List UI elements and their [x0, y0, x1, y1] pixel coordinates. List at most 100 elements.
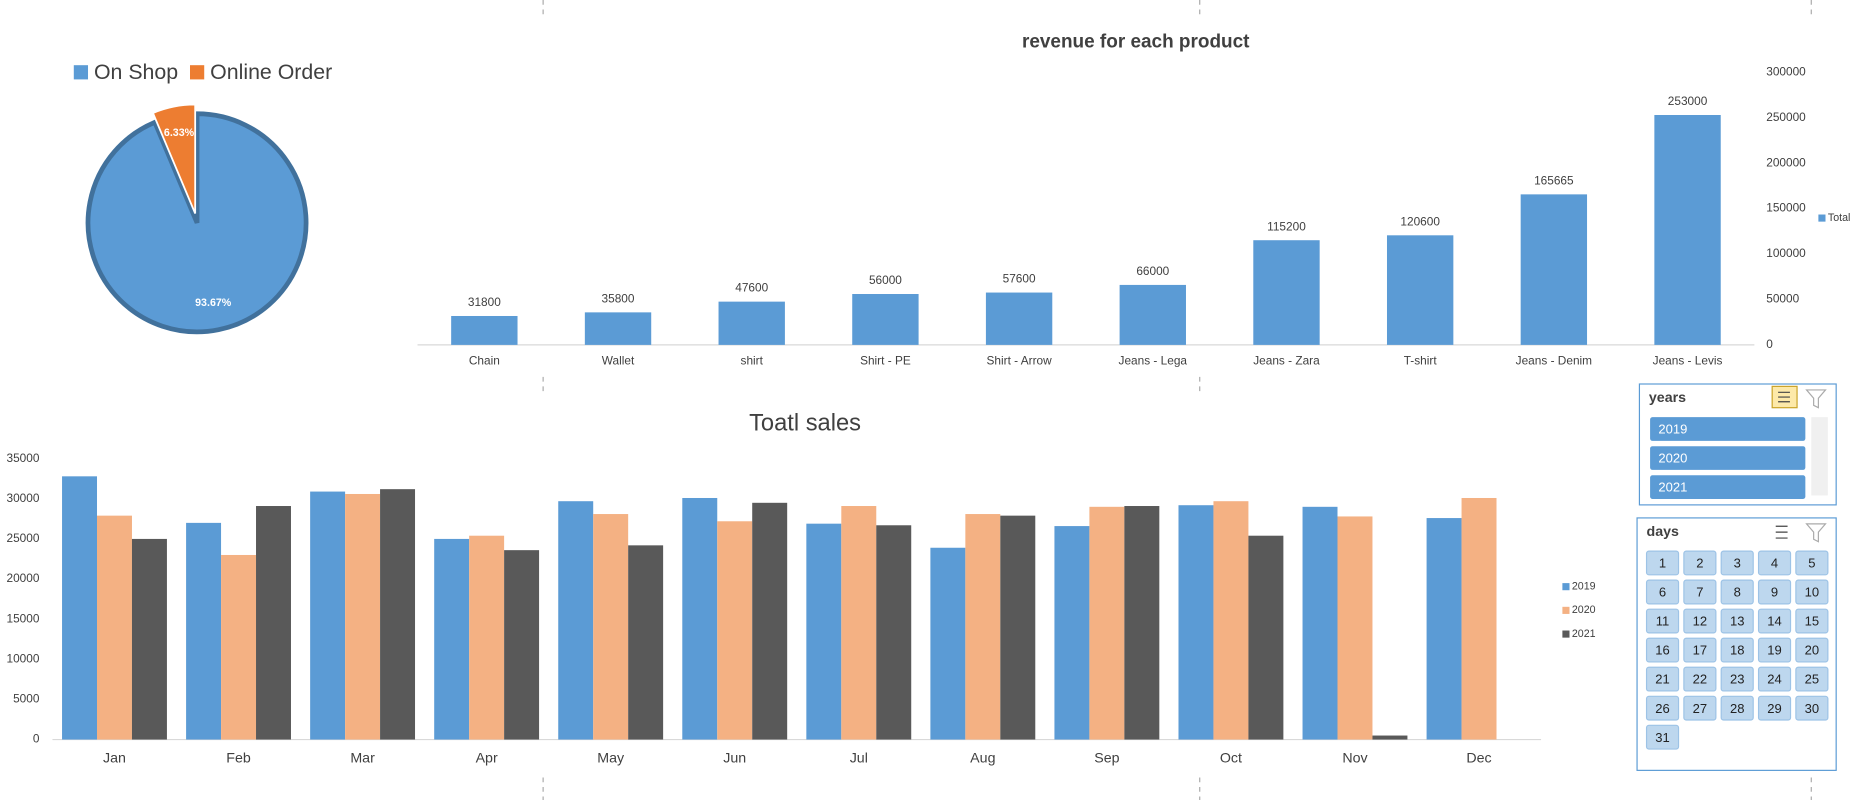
- slicer-item-label: 29: [1767, 701, 1781, 716]
- slicer-item[interactable]: [1720, 666, 1754, 692]
- slicer-item[interactable]: [1683, 666, 1717, 692]
- x-tick-label: Oct: [1220, 750, 1242, 766]
- slicer-item[interactable]: [1683, 637, 1717, 663]
- slicer-item[interactable]: [1645, 666, 1680, 692]
- bar: [1426, 518, 1462, 740]
- x-tick-label: T-shirt: [1404, 354, 1438, 368]
- slicer-item[interactable]: [1683, 550, 1717, 576]
- x-tick-label: Jul: [850, 750, 868, 766]
- data-label: 165665: [1534, 173, 1574, 187]
- bar: [1386, 235, 1454, 345]
- slicer-item-label: 24: [1767, 672, 1781, 687]
- slicer-item[interactable]: [1645, 608, 1680, 634]
- scrollbar[interactable]: [1811, 417, 1828, 496]
- slicer-item-label: 27: [1693, 701, 1707, 716]
- slicer-item[interactable]: [1720, 695, 1754, 721]
- slicer-item[interactable]: [1720, 608, 1754, 634]
- slicer-item[interactable]: [1683, 608, 1717, 634]
- bar: [718, 301, 785, 345]
- chart-layer: 93.67%6.33%On Shop Online Order0500001000…: [6, 60, 1850, 766]
- bar: [310, 491, 346, 740]
- slicer-item[interactable]: [1757, 666, 1792, 692]
- data-label: 120600: [1400, 214, 1440, 228]
- slicer-item[interactable]: [1645, 550, 1680, 576]
- clear-filter-button[interactable]: [1805, 389, 1827, 409]
- bar: [1302, 506, 1338, 740]
- slicer-item-label: 14: [1767, 614, 1781, 629]
- multi-select-icon: [1778, 391, 1790, 403]
- slicer-item-label: 6: [1659, 585, 1666, 600]
- data-label: 6.33%: [164, 127, 195, 139]
- slicer-item-label: 25: [1805, 672, 1819, 687]
- slicer-item-label: 26: [1655, 701, 1669, 716]
- slicer-item[interactable]: [1795, 695, 1829, 721]
- bar: [628, 545, 664, 740]
- slicer-item[interactable]: [1757, 579, 1792, 605]
- slicer-item[interactable]: [1650, 417, 1806, 441]
- bar: [380, 489, 416, 740]
- slicer-item[interactable]: [1757, 695, 1792, 721]
- bar: [1248, 535, 1284, 740]
- slicer-item-label: 23: [1730, 672, 1744, 687]
- bar: [434, 538, 470, 740]
- bar: [1213, 501, 1249, 740]
- slicer-item[interactable]: [1683, 579, 1717, 605]
- slicer-item[interactable]: [1720, 579, 1754, 605]
- bar: [62, 476, 98, 740]
- x-tick-label: Jeans - Denim: [1516, 354, 1592, 368]
- slicer-item[interactable]: [1795, 550, 1829, 576]
- slicer-item-label: 4: [1771, 556, 1778, 571]
- pie-slice: [151, 103, 197, 214]
- slicer-item-label: 2019: [1658, 422, 1687, 437]
- bar: [852, 294, 919, 345]
- slicer-item[interactable]: [1795, 608, 1829, 634]
- y-tick-label: 25000: [6, 531, 39, 545]
- slicer-item-label: 10: [1805, 585, 1819, 600]
- multi-select-button[interactable]: [1775, 525, 1788, 539]
- slicer-item[interactable]: [1795, 637, 1829, 663]
- slicer-item-label: 15: [1805, 614, 1819, 629]
- bar: [1461, 497, 1497, 740]
- bar: [504, 550, 540, 740]
- legend-label: Total: [1828, 212, 1851, 224]
- x-tick-label: Dec: [1466, 750, 1491, 766]
- x-tick-label: Chain: [469, 354, 500, 368]
- slicer-item-label: 3: [1734, 556, 1741, 571]
- slicer-item[interactable]: [1683, 695, 1717, 721]
- slicer-item[interactable]: [1645, 695, 1680, 721]
- slicer-title: days: [1647, 524, 1680, 540]
- slicer-item[interactable]: [1650, 446, 1806, 470]
- slicer-item-label: 8: [1734, 585, 1741, 600]
- slicer-item[interactable]: [1757, 550, 1792, 576]
- slicer-item[interactable]: [1645, 637, 1680, 663]
- data-label: 57600: [1003, 272, 1036, 286]
- legend-swatch: [1562, 606, 1570, 614]
- clear-filter-button[interactable]: [1805, 523, 1827, 543]
- slicer-item[interactable]: [1757, 637, 1792, 663]
- slicer-item[interactable]: [1645, 579, 1680, 605]
- slicer-item[interactable]: [1795, 666, 1829, 692]
- x-tick-label: Nov: [1342, 750, 1368, 766]
- slicer-item-label: 11: [1656, 614, 1670, 629]
- slicer-item[interactable]: [1720, 637, 1754, 663]
- slicer-item[interactable]: [1757, 608, 1792, 634]
- slicer-item[interactable]: [1650, 475, 1806, 499]
- bar: [930, 547, 966, 740]
- x-tick-label: May: [597, 750, 625, 766]
- bar: [841, 506, 877, 740]
- x-tick-label: Sep: [1094, 750, 1119, 766]
- y-tick-label: 35000: [6, 451, 39, 465]
- y-tick-label: 50000: [1766, 292, 1799, 306]
- bar: [717, 521, 753, 740]
- slicer-item-label: 2020: [1658, 451, 1687, 466]
- column-chart-title: Toatl sales: [749, 411, 861, 437]
- separators: [542, 0, 1812, 800]
- slicer-item[interactable]: [1795, 579, 1829, 605]
- slicer-item[interactable]: [1645, 724, 1680, 750]
- data-label: 115200: [1267, 219, 1306, 233]
- slicer-item-label: 17: [1693, 643, 1707, 658]
- pie-slice: [85, 111, 309, 335]
- slicer-item[interactable]: [1720, 550, 1754, 576]
- slicer-item-label: 28: [1730, 701, 1744, 716]
- bar-chart-title: revenue for each product: [1022, 32, 1250, 53]
